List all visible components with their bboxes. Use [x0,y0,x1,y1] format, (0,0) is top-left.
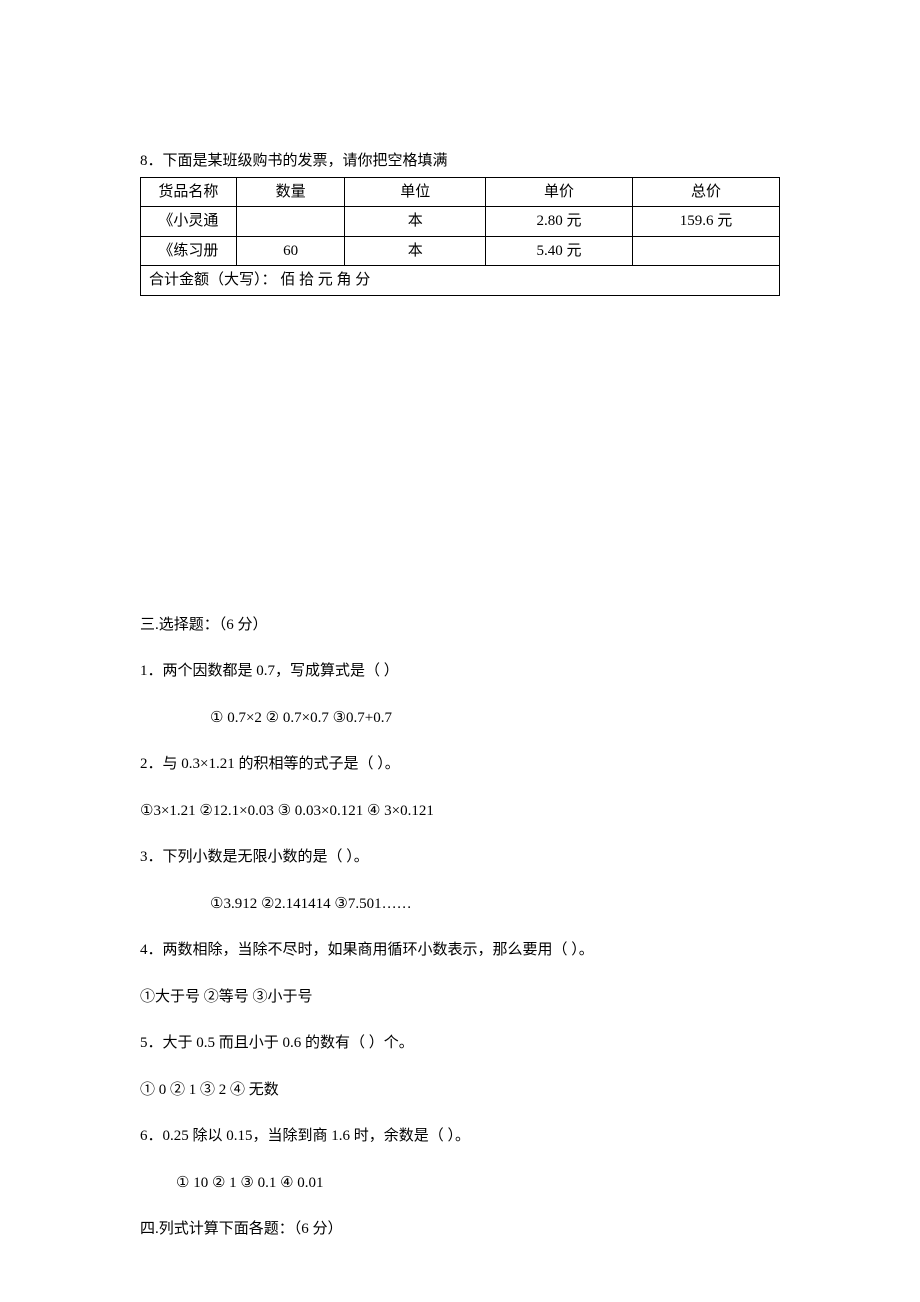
q3-2: 2．与 0.3×1.21 的积相等的式子是（ ）。 [140,753,780,776]
q8-title: 8．下面是某班级购书的发票，请你把空格填满 [140,150,780,173]
q3-6-options: ① 10 ② 1 ③ 0.1 ④ 0.01 [176,1172,780,1195]
table-row: 《练习册 60 本 5.40 元 [141,236,780,266]
q3-4: 4．两数相除，当除不尽时，如果商用循环小数表示，那么要用（ ）。 [140,939,780,962]
table-header-row: 货品名称 数量 单位 单价 总价 [141,177,780,207]
q3-3: 3．下列小数是无限小数的是（ ）。 [140,846,780,869]
q3-3-options: ①3.912 ②2.141414 ③7.501…… [210,893,780,916]
spacer [140,296,780,606]
cell-qty [236,207,345,237]
cell-total [633,236,780,266]
section4-heading: 四.列式计算下面各题：（6 分） [140,1218,780,1241]
cell-name: 《练习册 [141,236,237,266]
th-name: 货品名称 [141,177,237,207]
cell-total: 159.6 元 [633,207,780,237]
cell-price: 2.80 元 [486,207,633,237]
th-price: 单价 [486,177,633,207]
cell-unit: 本 [345,207,486,237]
th-qty: 数量 [236,177,345,207]
table-row: 《小灵通 本 2.80 元 159.6 元 [141,207,780,237]
q3-5-options: ① 0 ② 1 ③ 2 ④ 无数 [140,1079,780,1102]
cell-qty: 60 [236,236,345,266]
q3-2-options: ①3×1.21 ②12.1×0.03 ③ 0.03×0.121 ④ 3×0.12… [140,800,780,823]
q3-6: 6．0.25 除以 0.15，当除到商 1.6 时，余数是（ ）。 [140,1125,780,1148]
cell-total-merged: 合计金额（大写）： 佰 拾 元 角 分 [141,266,780,296]
section3-heading: 三.选择题：（6 分） [140,614,780,637]
cell-price: 5.40 元 [486,236,633,266]
q3-1-options: ① 0.7×2 ② 0.7×0.7 ③0.7+0.7 [210,707,780,730]
th-unit: 单位 [345,177,486,207]
th-total: 总价 [633,177,780,207]
table-total-row: 合计金额（大写）： 佰 拾 元 角 分 [141,266,780,296]
q3-1: 1．两个因数都是 0.7，写成算式是（ ） [140,660,780,683]
cell-unit: 本 [345,236,486,266]
q3-5: 5．大于 0.5 而且小于 0.6 的数有（ ）个。 [140,1032,780,1055]
q3-4-options: ①大于号 ②等号 ③小于号 [140,986,780,1009]
cell-name: 《小灵通 [141,207,237,237]
invoice-table: 货品名称 数量 单位 单价 总价 《小灵通 本 2.80 元 159.6 元 《… [140,177,780,296]
